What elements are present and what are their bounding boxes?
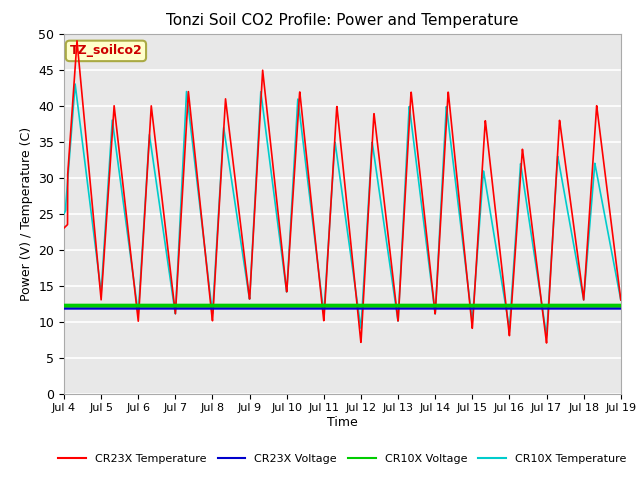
Title: Tonzi Soil CO2 Profile: Power and Temperature: Tonzi Soil CO2 Profile: Power and Temper… bbox=[166, 13, 518, 28]
X-axis label: Time: Time bbox=[327, 416, 358, 429]
Legend: CR23X Temperature, CR23X Voltage, CR10X Voltage, CR10X Temperature: CR23X Temperature, CR23X Voltage, CR10X … bbox=[54, 450, 631, 468]
Text: TZ_soilco2: TZ_soilco2 bbox=[70, 44, 142, 58]
Y-axis label: Power (V) / Temperature (C): Power (V) / Temperature (C) bbox=[20, 127, 33, 300]
